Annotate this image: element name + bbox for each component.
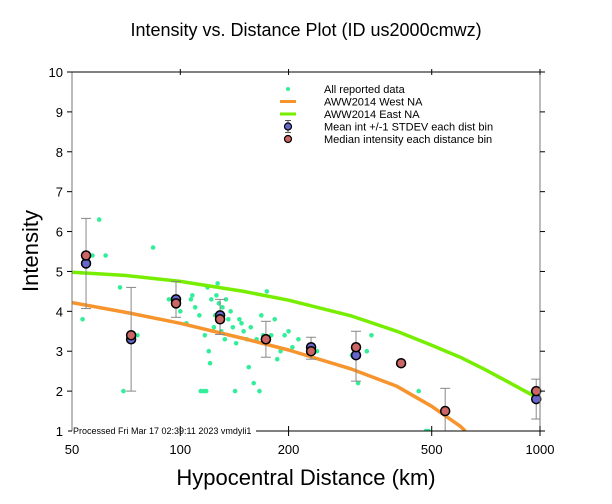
reported-data-point <box>103 253 108 258</box>
reported-data-point <box>369 332 374 338</box>
reported-data-point <box>239 321 244 326</box>
y-tick-label: 6 <box>56 225 63 240</box>
reported-data-point <box>237 317 242 322</box>
reported-data-point <box>207 360 213 366</box>
legend-label: AWW2014 East NA <box>324 109 420 121</box>
median-marker <box>350 341 362 353</box>
reported-data-point <box>233 340 239 346</box>
median-marker <box>125 330 137 341</box>
plot-clipped-group <box>72 217 540 431</box>
median-marker <box>260 334 272 345</box>
x-tick-label: 1000 <box>526 442 555 457</box>
reported-data-point <box>426 428 431 431</box>
median-marker <box>170 298 182 309</box>
reported-data-point <box>90 253 95 258</box>
median-marker <box>80 250 92 261</box>
reported-data-point <box>188 297 194 302</box>
reported-data-point <box>264 289 270 294</box>
reported-data-point <box>296 336 301 342</box>
reported-data-point <box>197 313 202 318</box>
reported-data-point <box>274 356 280 362</box>
reported-data-point <box>278 348 283 354</box>
y-tick-label: 4 <box>56 304 63 319</box>
median-marker <box>305 345 317 357</box>
reported-data-point <box>290 344 295 350</box>
reported-data-point <box>364 348 370 354</box>
reported-data-point <box>96 217 102 222</box>
reported-data-point <box>246 364 252 370</box>
reported-data-point <box>203 388 209 394</box>
reported-data-point <box>222 336 228 342</box>
reported-data-point <box>121 388 126 394</box>
reported-data-point <box>135 332 140 338</box>
reported-data-point <box>177 309 183 314</box>
reported-data-point <box>272 317 277 322</box>
processed-footer: Processed Fri Mar 17 02:39:11 2023 vmdyl… <box>73 426 251 436</box>
reported-data-point <box>228 309 233 314</box>
reported-data-point <box>209 297 214 302</box>
plot-frame: 1 2 3 4 5 6 7 8 9 10 50 100 200 500 1000 <box>49 65 555 457</box>
reported-data-point <box>150 245 156 250</box>
median-marker <box>214 314 226 325</box>
aww2014-east-na-line <box>72 270 540 401</box>
reported-data-point <box>192 305 198 310</box>
reported-data-point <box>226 317 231 322</box>
legend-median-icon <box>283 134 293 144</box>
reported-data-point <box>248 324 254 330</box>
y-tick-label: 2 <box>56 384 63 399</box>
reported-data-point <box>251 380 257 386</box>
x-tick-label: 500 <box>421 442 443 457</box>
x-axis-label: Hypocentral Distance (km) <box>176 465 435 490</box>
y-tick-label: 10 <box>49 65 63 80</box>
legend-label: Mean int +/-1 STDEV each dist bin <box>324 122 493 134</box>
reported-data-point <box>416 388 421 394</box>
reported-data-point <box>206 348 212 354</box>
median-marker <box>395 357 407 369</box>
legend-label: All reported data <box>324 84 406 96</box>
reported-data-point <box>202 332 208 338</box>
reported-data-point <box>215 281 220 286</box>
y-tick-label: 5 <box>56 264 63 279</box>
reported-data-point <box>166 297 172 302</box>
y-tick-label: 7 <box>56 185 63 200</box>
reported-data-point <box>190 293 195 298</box>
reported-data-point <box>223 297 229 302</box>
reported-data-point <box>286 328 291 334</box>
y-tick-label: 8 <box>56 145 63 160</box>
reported-data-point <box>257 388 262 394</box>
reported-data-point <box>355 380 361 386</box>
x-tick-label: 100 <box>169 442 191 457</box>
reported-data-point <box>211 324 217 330</box>
legend-mean-icon <box>283 122 293 131</box>
reported-data-point <box>230 324 236 330</box>
y-axis-label: Intensity <box>18 210 43 292</box>
reported-data-point <box>241 328 246 334</box>
legend-dot-icon <box>286 87 290 91</box>
x-tick-label: 50 <box>65 442 79 457</box>
reported-data-point <box>220 305 225 310</box>
reported-data-point <box>80 317 85 322</box>
chart-title: Intensity vs. Distance Plot (ID us2000cm… <box>130 20 481 40</box>
reported-data-point <box>232 388 238 394</box>
legend-label: AWW2014 West NA <box>324 97 423 109</box>
reported-data-point <box>117 285 123 290</box>
reported-data-point <box>259 313 264 318</box>
y-tick-label: 3 <box>56 344 63 359</box>
y-tick-label: 1 <box>56 424 63 439</box>
legend-label: Median intensity each distance bin <box>324 134 492 146</box>
median-marker <box>439 405 451 417</box>
reported-data-point <box>214 293 219 298</box>
median-marker <box>530 385 542 397</box>
plot-area <box>72 217 542 431</box>
reported-data-point <box>282 332 287 338</box>
y-tick-label: 9 <box>56 105 63 120</box>
aww2014-west-na-line <box>72 300 467 431</box>
x-tick-label: 200 <box>278 442 300 457</box>
